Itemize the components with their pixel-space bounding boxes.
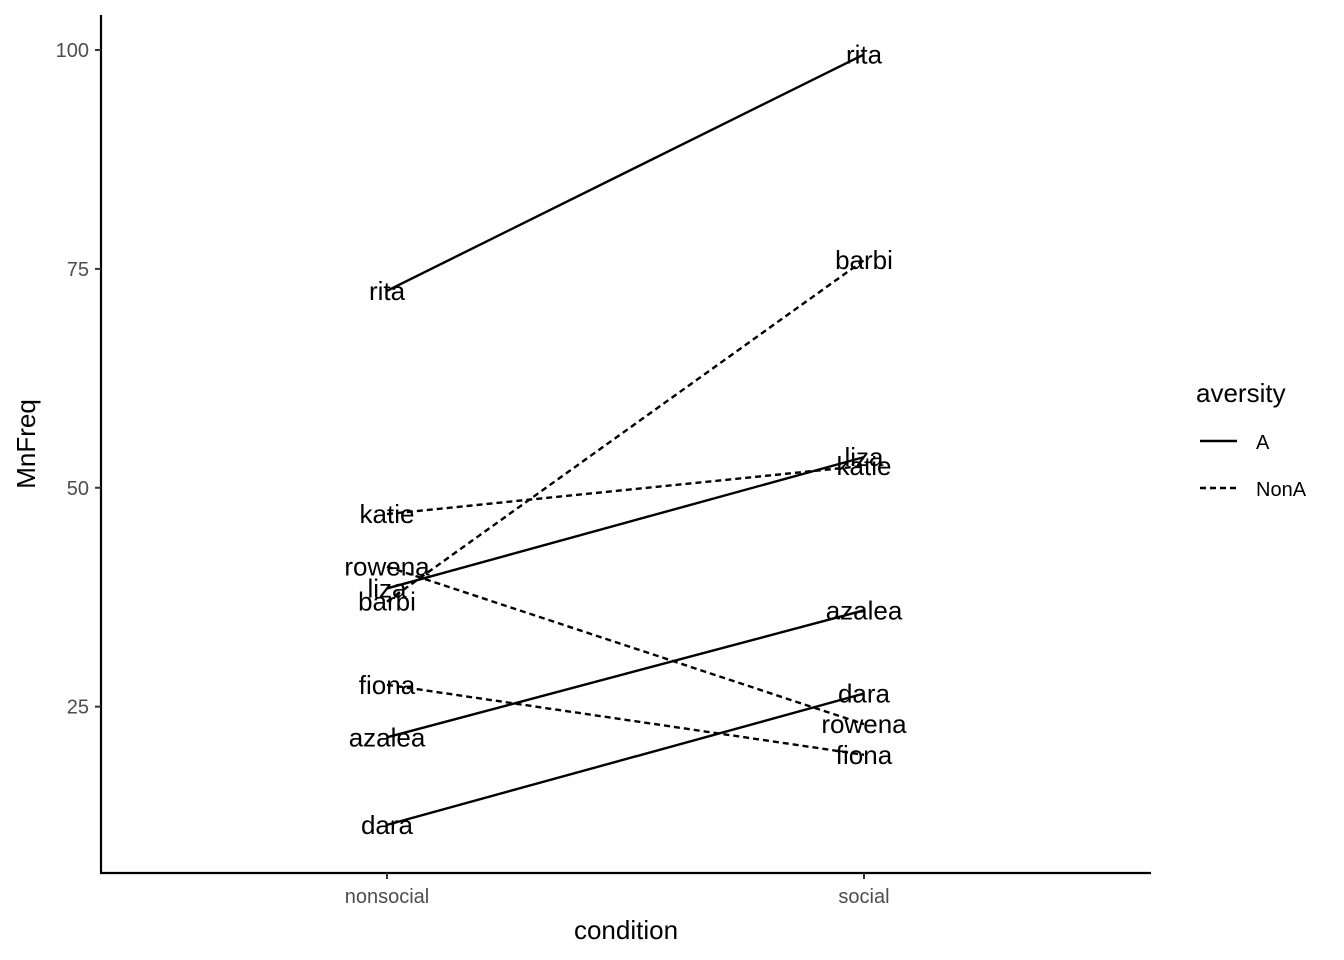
y-ticks: 25 50 75 100 <box>56 40 101 719</box>
point-label-katie-nonsocial: katie <box>360 499 415 529</box>
x-tick-label: nonsocial <box>345 886 430 908</box>
point-label-rita-nonsocial: rita <box>369 276 406 306</box>
series-line-dara <box>386 692 865 827</box>
point-label-fiona-social: fiona <box>836 740 893 770</box>
legend-title: aversity <box>1196 378 1286 408</box>
point-label-liza-nonsocial: liza <box>367 573 407 603</box>
y-axis-title: MnFreq <box>11 399 41 489</box>
y-tick-label: 75 <box>67 259 89 281</box>
series-line-barbi <box>386 259 865 603</box>
y-tick-label: 25 <box>67 697 89 719</box>
legend-label-A: A <box>1256 432 1270 454</box>
series-line-rita <box>386 53 865 292</box>
x-axis-title: condition <box>574 915 678 945</box>
point-label-rowena-social: rowena <box>821 709 907 739</box>
axes: 25 50 75 100 nonsocial social condition MnFr… <box>11 15 1151 945</box>
y-tick-label: 100 <box>56 40 89 62</box>
point-label-rowena-nonsocial: rowena <box>344 552 430 582</box>
x-ticks: nonsocial social <box>345 873 890 908</box>
point-label-azalea-social: azalea <box>826 595 903 625</box>
legend-label-NonA: NonA <box>1256 479 1307 501</box>
series-line-azalea <box>386 609 865 739</box>
point-label-azalea-nonsocial: azalea <box>349 722 426 752</box>
y-tick-label: 50 <box>67 478 89 500</box>
legend: aversity A NonA <box>1196 378 1307 501</box>
point-label-rita-social: rita <box>846 39 883 69</box>
point-label-katie-social: katie <box>837 451 892 481</box>
series-line-katie <box>386 464 865 516</box>
series-lines <box>386 53 865 827</box>
series-line-fiona <box>386 683 865 756</box>
x-tick-label: social <box>838 886 889 908</box>
point-labels: rita rita liza liza azalea azalea dara dara barb… <box>344 39 907 839</box>
series-line-rowena <box>386 565 865 726</box>
point-label-fiona-nonsocial: fiona <box>359 670 416 700</box>
point-label-barbi-nonsocial: barbi <box>358 587 416 617</box>
point-label-barbi-social: barbi <box>835 245 893 275</box>
legend-entries: A NonA <box>1200 432 1307 501</box>
point-label-dara-nonsocial: dara <box>361 810 414 840</box>
point-label-dara-social: dara <box>838 679 891 709</box>
series-line-liza <box>386 455 865 590</box>
point-label-liza-social: liza <box>844 442 884 472</box>
